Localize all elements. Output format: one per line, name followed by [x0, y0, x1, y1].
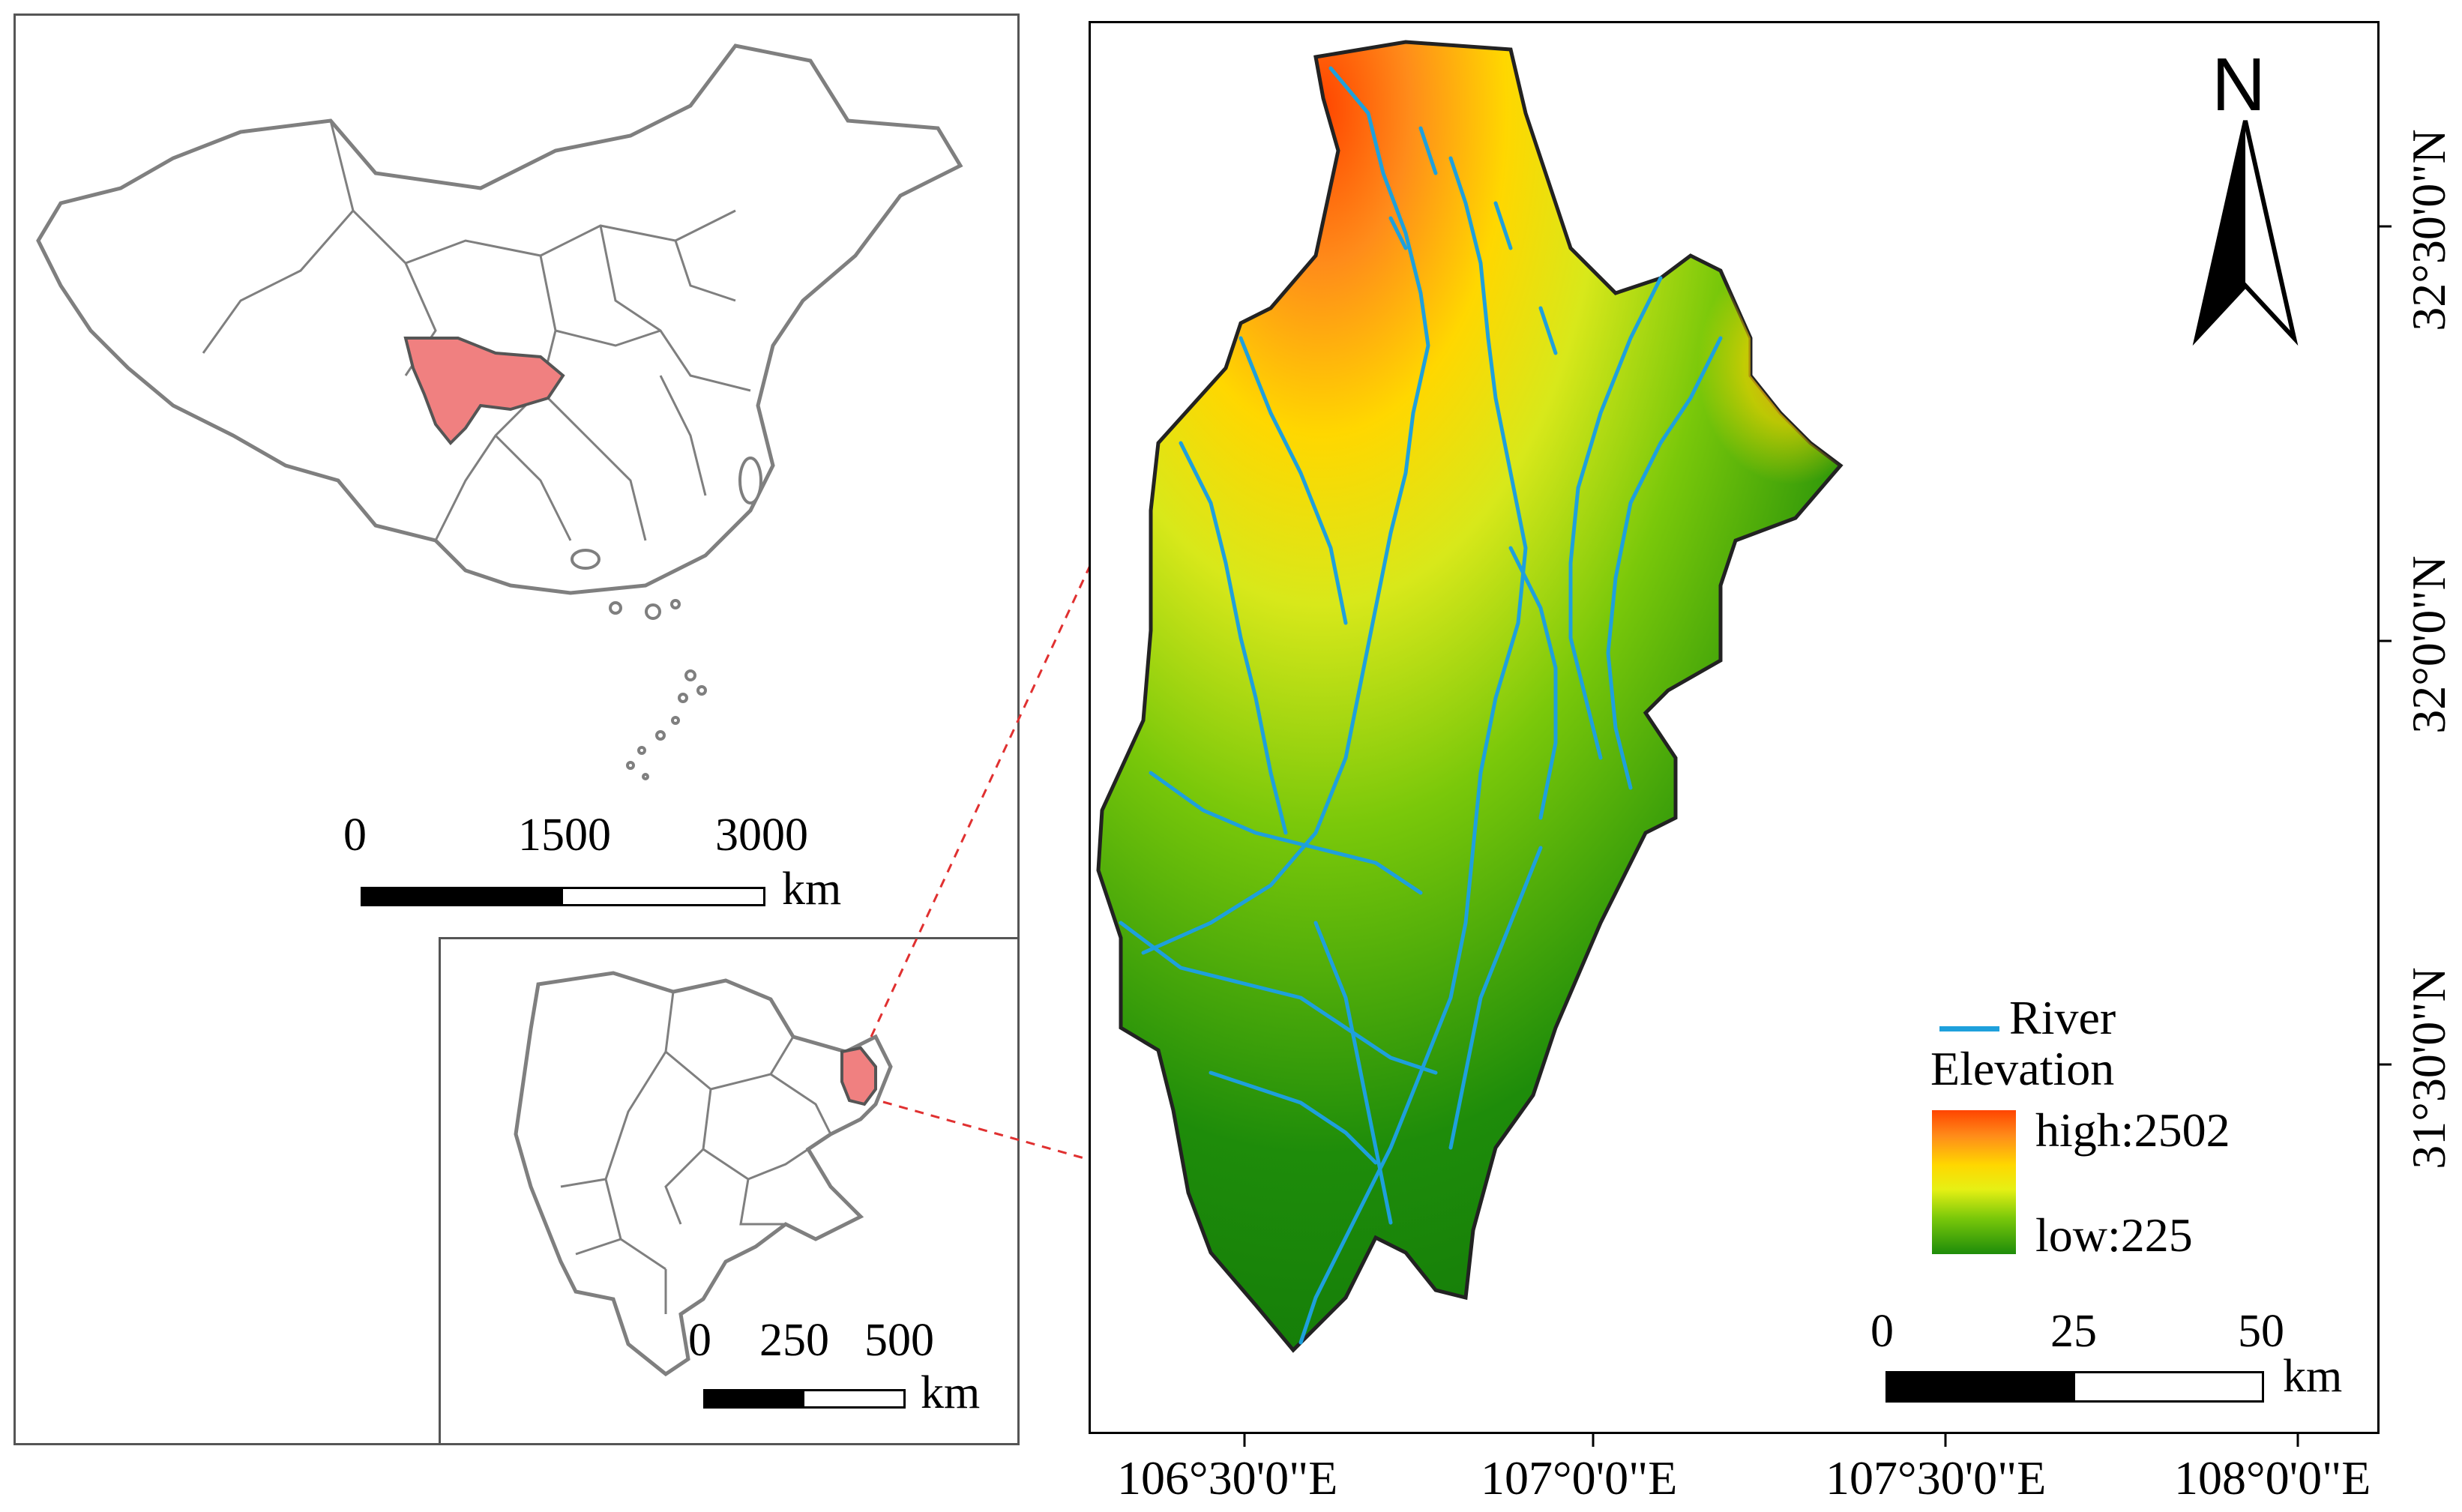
south-sea-islands	[609, 599, 707, 780]
latitude-label-0: 32°30'0"N	[2402, 129, 2455, 331]
rivers	[1119, 66, 1723, 1345]
china-scalebar-tick-0: 0	[343, 810, 367, 861]
study-scalebar-tick-1: 25	[2050, 1306, 2097, 1357]
latitude-label-1: 32°0'0"N	[2402, 555, 2455, 734]
china-outline	[36, 43, 963, 595]
elevation-low-label: low:225	[2035, 1208, 2193, 1262]
sichuan-map	[514, 971, 893, 1377]
sichuan-prefecture-boundaries	[560, 991, 832, 1314]
study-scalebar	[1885, 1371, 2264, 1403]
elevation-legend-title: Elevation	[1930, 1042, 2115, 1095]
china-scalebar-tick-1: 1500	[518, 810, 611, 861]
china-scalebar	[361, 887, 765, 906]
sichuan-scalebar	[703, 1389, 906, 1409]
longitude-label-2: 107°30'0"E	[1826, 1451, 2047, 1505]
sichuan-scalebar-tick-2: 500	[864, 1315, 934, 1366]
river-legend-swatch	[1939, 1026, 1999, 1031]
north-arrow-label: N	[2212, 43, 2266, 127]
north-arrow-icon	[2192, 120, 2299, 346]
elevation-color-ramp	[1932, 1110, 2016, 1254]
sichuan-scalebar-tick-0: 0	[688, 1315, 711, 1366]
elevation-map	[1096, 40, 1844, 1353]
sichuan-highlight	[403, 337, 565, 445]
longitude-label-3: 108°0'0"E	[2174, 1451, 2371, 1505]
china-scalebar-tick-2: 3000	[715, 810, 808, 861]
legend: River Elevation high:2502 low:225	[1930, 990, 2350, 1320]
latitude-label-2: 31°30'0"N	[2402, 967, 2455, 1169]
china-scalebar-unit: km	[782, 864, 842, 915]
study-area-map-panel: N River Elevation high:2502 low:225 0 25…	[1089, 21, 2380, 1434]
river-legend-label: River	[2009, 991, 2116, 1044]
study-scalebar-unit: km	[2283, 1351, 2343, 1402]
study-scalebar-tick-2: 50	[2238, 1306, 2284, 1357]
sichuan-map-panel: 0 250 500 km	[439, 937, 1020, 1445]
elevation-high-label: high:2502	[2035, 1103, 2230, 1157]
sichuan-scalebar-tick-1: 250	[759, 1315, 829, 1366]
province-boundaries	[202, 120, 751, 541]
longitude-label-1: 107°0'0"E	[1481, 1451, 1678, 1505]
longitude-label-0: 106°30'0"E	[1117, 1451, 1338, 1505]
china-map	[36, 43, 963, 780]
study-area-highlight	[840, 1046, 877, 1106]
study-scalebar-tick-0: 0	[1870, 1306, 1894, 1357]
study-area-region	[1096, 40, 1844, 1353]
sichuan-scalebar-unit: km	[921, 1367, 981, 1418]
